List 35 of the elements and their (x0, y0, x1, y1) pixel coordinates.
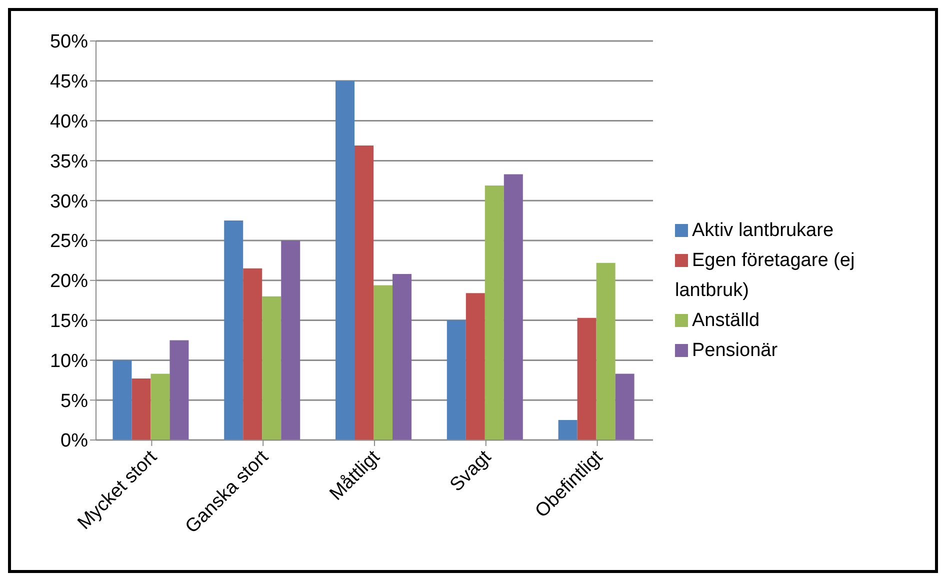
y-tick-label: 50% (50, 32, 88, 53)
bar (224, 220, 244, 440)
y-tick-label: 45% (50, 72, 88, 93)
bar (446, 320, 466, 440)
bar (112, 360, 132, 440)
bar (466, 293, 485, 440)
y-tick-label: 25% (50, 231, 88, 252)
bar (577, 318, 596, 440)
bar (374, 285, 393, 440)
legend-label: Aktiv lantbrukare (692, 220, 834, 240)
y-tick-label: 40% (50, 112, 88, 133)
legend-label: Egen företagare (ej lantbruk) (675, 250, 855, 300)
bar (281, 240, 300, 440)
bar (354, 146, 374, 440)
bar (262, 296, 282, 440)
bar (615, 374, 634, 440)
bar (558, 420, 578, 440)
bar (150, 374, 170, 440)
bar (132, 378, 151, 440)
bar (484, 185, 504, 440)
y-tick-label: 5% (60, 390, 88, 412)
y-tick-label: 30% (50, 191, 88, 212)
bar (504, 174, 523, 440)
y-tick-label: 35% (50, 151, 88, 172)
bar (392, 274, 412, 440)
legend-label: Pensionär (692, 340, 778, 360)
legend-label: Anställd (692, 310, 760, 330)
y-tick-label: 0% (60, 430, 88, 452)
y-tick-label: 15% (50, 311, 88, 332)
bar (170, 340, 189, 440)
y-tick-label: 10% (50, 350, 88, 372)
bar (596, 262, 616, 440)
bar (243, 268, 262, 440)
y-tick-label: 20% (50, 271, 88, 292)
bar (336, 80, 355, 440)
